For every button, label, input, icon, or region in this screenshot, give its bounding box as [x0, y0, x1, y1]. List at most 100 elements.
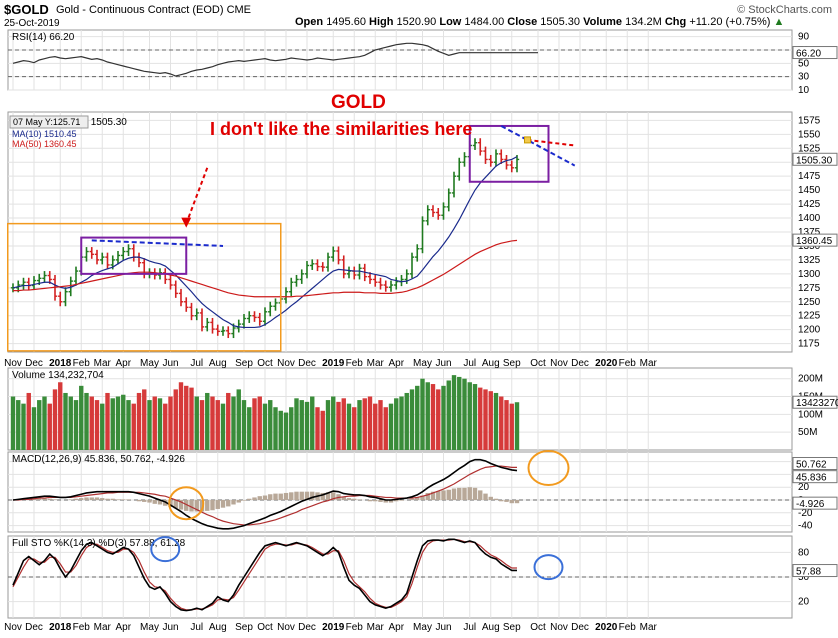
macd-hist-bar — [320, 492, 325, 500]
rsi-last-value: 66.20 — [796, 49, 821, 60]
macd-hist-bar — [509, 500, 514, 504]
volume-bar — [262, 403, 268, 450]
rsi-legend: RSI(14) 66.20 — [12, 32, 75, 43]
x-tick-label: 2018 — [49, 358, 72, 369]
macd-hist-bar — [147, 500, 152, 503]
sto-circle-2019 — [533, 554, 564, 581]
macd-hist-bar — [325, 492, 331, 500]
volume-bar — [404, 392, 409, 450]
macd-hist-bar — [425, 492, 430, 500]
x-tick-label: Mar — [367, 358, 385, 369]
volume-bar — [63, 392, 68, 450]
macd-hist-bar — [226, 500, 231, 507]
high-label: High — [369, 16, 394, 28]
volume-bar — [73, 400, 79, 450]
volume-bar — [152, 396, 157, 450]
volume-bar — [409, 389, 415, 450]
price-y-tick: 1550 — [798, 129, 821, 140]
volume-bar — [341, 398, 346, 450]
volume-bar — [131, 403, 136, 450]
ma10-line — [12, 156, 518, 329]
rsi-y-tick: 90 — [798, 32, 810, 43]
volume-bar — [336, 401, 341, 450]
volume-bar — [231, 396, 236, 450]
x-tick-label-bottom: Oct — [257, 622, 273, 633]
x-tick-label: Jun — [435, 358, 451, 369]
macd-hist-bar — [84, 497, 89, 500]
x-tick-label-bottom: Apr — [115, 622, 131, 633]
macd-hist-bar — [152, 500, 157, 504]
volume-bar — [415, 385, 420, 450]
macd-hist-bar — [100, 498, 105, 500]
x-tick-label: Nov — [277, 358, 295, 369]
volume-bar — [451, 375, 457, 450]
x-tick-label: Nov — [550, 358, 568, 369]
panel-frame-rsi — [7, 29, 793, 91]
price-y-tick: 1225 — [798, 311, 821, 322]
volume-y-tick: 200M — [798, 374, 823, 385]
macd-hist-bar — [252, 497, 257, 500]
volume-bar — [121, 394, 126, 450]
macd-hist-bar — [299, 491, 304, 500]
volume-bar — [105, 392, 110, 450]
x-tick-label: May — [413, 358, 432, 369]
price-y-tick: 1400 — [798, 213, 821, 224]
macd-hist-bar — [68, 499, 73, 500]
macd-hist-bar — [294, 491, 299, 500]
arrow-left-shaft — [185, 167, 209, 224]
price-y-tick: 1425 — [798, 199, 821, 210]
x-tick-label-bottom: May — [413, 622, 432, 633]
x-tick-label: Sep — [503, 358, 521, 369]
x-tick-label-bottom: Jun — [435, 622, 451, 633]
close-value: 1505.30 — [540, 16, 581, 28]
macd-hist-bar — [231, 500, 236, 505]
macd-hist-bar — [451, 488, 457, 500]
volume-bar — [163, 403, 168, 450]
volume-bar — [210, 396, 215, 450]
stockcharts-credit[interactable]: © StockCharts.com — [737, 4, 832, 16]
macd-hist-bar — [357, 499, 362, 500]
highlight-box-2019 — [468, 124, 550, 183]
x-tick-label-bottom: 2020 — [595, 622, 618, 633]
macd-hist-bar — [331, 492, 336, 500]
volume-bar — [189, 387, 194, 450]
volume-bar — [89, 396, 94, 450]
macd-hist-bar — [142, 500, 147, 502]
volume-bar — [199, 400, 205, 450]
x-tick-label-bottom: Mar — [94, 622, 112, 633]
volume-bar — [289, 407, 294, 450]
volume-bar — [84, 392, 89, 450]
macd-hist-bar — [394, 500, 399, 502]
volume-legend: Volume 134,232,704 — [12, 370, 104, 381]
macd-hist-bar — [220, 500, 226, 508]
x-tick-label-bottom: Feb — [619, 622, 637, 633]
volume-bar — [157, 398, 163, 450]
price-y-tick: 1300 — [798, 269, 821, 280]
macd-hist-bar — [488, 496, 493, 500]
x-tick-label: Dec — [298, 358, 316, 369]
rsi-y-tick: 10 — [798, 85, 810, 96]
macd-circle-2018 — [168, 486, 205, 521]
x-tick-label: Aug — [482, 358, 500, 369]
volume-bar — [184, 385, 189, 450]
volume-bar — [68, 396, 73, 450]
volume-bar — [273, 407, 278, 450]
volume-bar — [178, 382, 184, 450]
x-tick-label-bottom: Feb — [73, 622, 91, 633]
macd-hist-bar — [257, 496, 262, 500]
x-tick-label: Feb — [619, 358, 637, 369]
x-tick-label-bottom: Jul — [463, 622, 476, 633]
x-tick-label-bottom: Dec — [25, 622, 43, 633]
close-label: Close — [507, 16, 538, 28]
volume-bar — [115, 396, 121, 450]
macd-signal-last-value-box — [792, 457, 838, 471]
macd-y-tick: -20 — [798, 508, 813, 519]
sto-d-line — [12, 538, 517, 611]
price-last-value-box — [792, 152, 838, 166]
volume-bar — [278, 410, 283, 450]
volume-bar — [147, 400, 152, 450]
volume-last-value-box — [792, 395, 838, 409]
macd-hist-bar — [136, 500, 142, 502]
